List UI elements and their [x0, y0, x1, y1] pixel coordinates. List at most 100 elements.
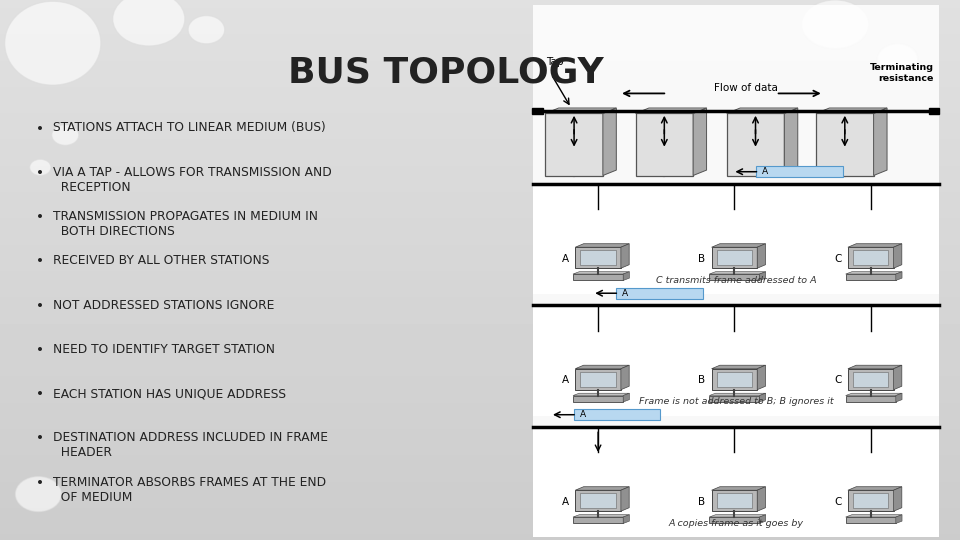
Bar	[636, 113, 693, 176]
Polygon shape	[784, 108, 798, 176]
Polygon shape	[709, 393, 766, 395]
Bar	[711, 490, 757, 511]
Ellipse shape	[30, 159, 51, 176]
Bar	[711, 369, 757, 390]
Bar	[573, 517, 623, 523]
Bar	[929, 107, 940, 113]
Polygon shape	[846, 515, 902, 517]
Polygon shape	[575, 244, 629, 247]
Text: Flow of data: Flow of data	[713, 83, 778, 93]
Text: NOT ADDRESSED STATIONS IGNORE: NOT ADDRESSED STATIONS IGNORE	[53, 299, 275, 312]
Polygon shape	[896, 393, 902, 402]
Text: Frame is not addressed to B; B ignores it: Frame is not addressed to B; B ignores i…	[638, 397, 833, 406]
Bar	[711, 247, 757, 268]
Bar	[581, 493, 615, 508]
Polygon shape	[848, 487, 901, 490]
Text: RECEIVED BY ALL OTHER STATIONS: RECEIVED BY ALL OTHER STATIONS	[53, 254, 269, 267]
Text: •: •	[36, 299, 43, 313]
Text: A: A	[622, 289, 628, 298]
Polygon shape	[757, 365, 765, 390]
Text: A: A	[562, 375, 569, 386]
Text: A: A	[562, 254, 569, 264]
Polygon shape	[874, 108, 887, 176]
Ellipse shape	[113, 0, 184, 46]
Polygon shape	[759, 393, 766, 402]
Bar	[573, 395, 623, 402]
Bar	[575, 490, 621, 511]
Polygon shape	[711, 244, 765, 247]
Polygon shape	[709, 272, 766, 274]
Text: •: •	[36, 387, 43, 401]
Text: STATIONS ATTACH TO LINEAR MEDIUM (BUS): STATIONS ATTACH TO LINEAR MEDIUM (BUS)	[53, 122, 325, 134]
Ellipse shape	[904, 433, 938, 458]
Bar	[846, 395, 896, 402]
Text: A: A	[580, 410, 586, 419]
Bar	[717, 493, 752, 508]
Bar	[848, 247, 894, 268]
Polygon shape	[894, 365, 901, 390]
Ellipse shape	[15, 476, 61, 512]
Text: •: •	[36, 122, 43, 136]
Bar	[816, 113, 874, 176]
Bar	[846, 274, 896, 280]
Polygon shape	[621, 365, 629, 390]
Polygon shape	[636, 108, 707, 113]
Ellipse shape	[802, 0, 869, 49]
Bar	[533, 427, 939, 537]
Bar	[581, 250, 615, 265]
Bar	[581, 372, 615, 387]
Text: •: •	[36, 431, 43, 446]
Bar	[533, 184, 939, 294]
Polygon shape	[846, 393, 902, 395]
Text: •: •	[36, 343, 43, 357]
Text: C transmits frame addressed to A: C transmits frame addressed to A	[656, 275, 816, 285]
Text: •: •	[36, 166, 43, 180]
Polygon shape	[896, 272, 902, 280]
Text: BUS TOPOLOGY: BUS TOPOLOGY	[288, 56, 604, 90]
Polygon shape	[709, 515, 766, 517]
Bar	[575, 369, 621, 390]
Text: NEED TO IDENTIFY TARGET STATION: NEED TO IDENTIFY TARGET STATION	[53, 343, 275, 356]
Polygon shape	[757, 244, 765, 268]
Polygon shape	[573, 272, 630, 274]
Text: C: C	[834, 254, 842, 264]
Text: TRANSMISSION PROPAGATES IN MEDIUM IN
  BOTH DIRECTIONS: TRANSMISSION PROPAGATES IN MEDIUM IN BOT…	[53, 210, 318, 238]
Ellipse shape	[846, 487, 892, 523]
Text: B: B	[698, 497, 706, 507]
Text: •: •	[36, 476, 43, 490]
Ellipse shape	[877, 44, 918, 75]
Polygon shape	[545, 108, 616, 113]
Bar	[717, 372, 752, 387]
Bar	[853, 493, 888, 508]
Bar	[573, 274, 623, 280]
Ellipse shape	[781, 454, 822, 485]
Bar	[846, 517, 896, 523]
Bar	[756, 166, 843, 177]
Bar	[709, 517, 759, 523]
Polygon shape	[894, 487, 901, 511]
Ellipse shape	[188, 16, 225, 44]
Bar	[727, 113, 784, 176]
Text: DESTINATION ADDRESS INCLUDED IN FRAME
  HEADER: DESTINATION ADDRESS INCLUDED IN FRAME HE…	[53, 431, 327, 460]
Text: A: A	[762, 167, 768, 176]
Text: •: •	[36, 210, 43, 224]
Bar	[709, 395, 759, 402]
Text: Tap: Tap	[546, 57, 564, 67]
Bar	[532, 107, 543, 113]
Text: A copies frame as it goes by: A copies frame as it goes by	[668, 518, 804, 528]
Polygon shape	[711, 365, 765, 369]
Polygon shape	[693, 108, 707, 176]
Polygon shape	[816, 108, 887, 113]
Ellipse shape	[5, 2, 101, 85]
Text: C: C	[834, 375, 842, 386]
Polygon shape	[759, 515, 766, 523]
Polygon shape	[603, 108, 616, 176]
Polygon shape	[896, 515, 902, 523]
Text: VIA A TAP - ALLOWS FOR TRANSMISSION AND
  RECEPTION: VIA A TAP - ALLOWS FOR TRANSMISSION AND …	[53, 166, 331, 194]
Bar	[848, 369, 894, 390]
Polygon shape	[573, 515, 630, 517]
Text: B: B	[698, 375, 706, 386]
Polygon shape	[623, 272, 630, 280]
Polygon shape	[623, 515, 630, 523]
Text: TERMINATOR ABSORBS FRAMES AT THE END
  OF MEDIUM: TERMINATOR ABSORBS FRAMES AT THE END OF …	[53, 476, 326, 504]
